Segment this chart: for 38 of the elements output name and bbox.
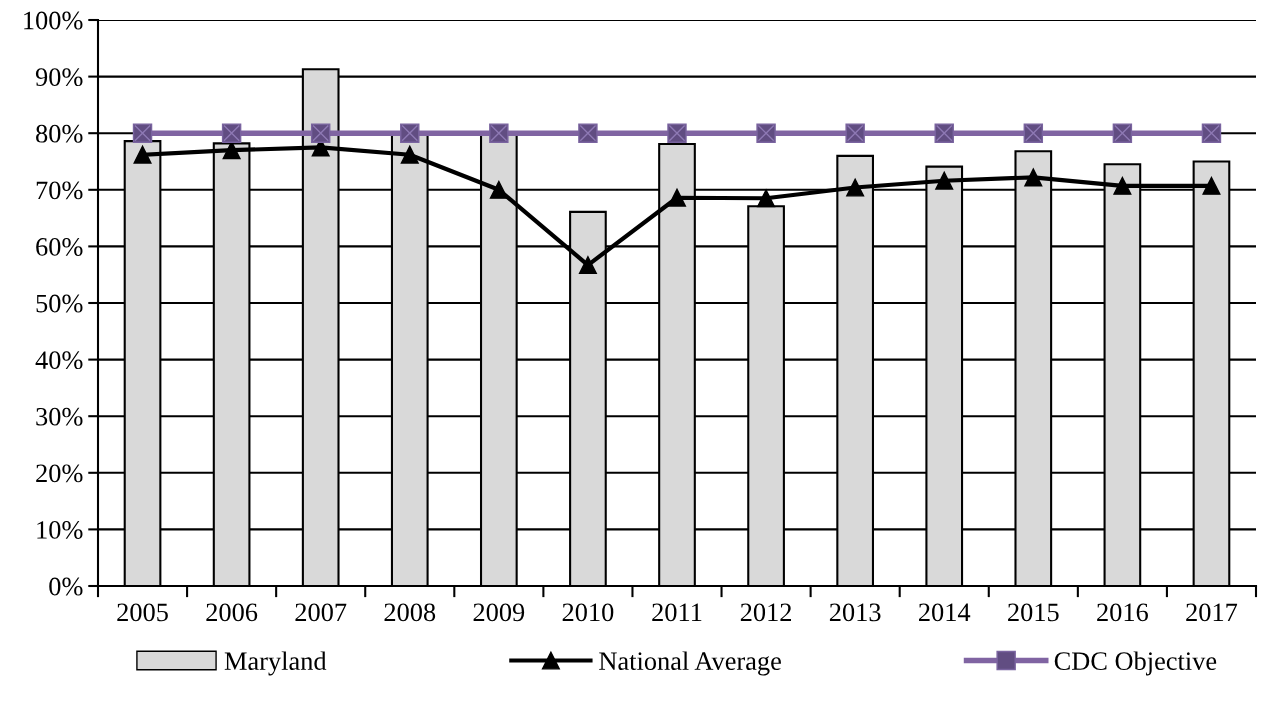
y-tick-label: 10% xyxy=(37,521,83,539)
legend-label: National Average xyxy=(599,651,781,676)
y-tick-label: 30% xyxy=(36,407,83,426)
x-tick-label: 2008 xyxy=(384,603,436,622)
x-tick-label: 2017 xyxy=(1186,603,1238,622)
point xyxy=(133,145,152,164)
y-tick-label: 60% xyxy=(36,238,83,256)
x-tick-label: 2013 xyxy=(829,603,881,622)
x-tick-label: 2011 xyxy=(652,603,702,622)
y-tick-label: 100% xyxy=(24,11,83,30)
x-tick-label: 2006 xyxy=(206,603,258,622)
point xyxy=(1024,168,1043,187)
x-tick-label: 2007 xyxy=(295,603,347,622)
point xyxy=(846,178,865,197)
legend-label: Maryland xyxy=(224,651,327,676)
x-tick-label: 2005 xyxy=(117,603,168,622)
y-tick-label: 20% xyxy=(36,464,83,483)
point xyxy=(1202,176,1221,195)
point xyxy=(578,256,597,275)
x-tick-label: 2009 xyxy=(473,603,525,622)
y-tick-label: 90% xyxy=(35,68,83,87)
x-tick-label: 2014 xyxy=(919,603,971,622)
y-tick-label: 70% xyxy=(36,181,83,200)
y-tick-label: 40% xyxy=(35,351,83,370)
point xyxy=(667,188,687,207)
point xyxy=(935,171,954,190)
y-tick-label: 80% xyxy=(36,124,83,143)
point xyxy=(489,180,508,199)
y-tick-label: 50% xyxy=(36,294,83,313)
legend-label: CDC Objective xyxy=(1054,651,1217,676)
point xyxy=(1113,176,1132,195)
x-tick-label: 2016 xyxy=(1097,603,1148,622)
point xyxy=(400,145,419,164)
point xyxy=(757,189,776,208)
x-tick-label: 2010 xyxy=(562,603,614,622)
x-tick-label: 2012 xyxy=(740,603,792,622)
y-tick-label: 0% xyxy=(49,577,83,596)
x-tick-label: 2015 xyxy=(1008,603,1059,622)
